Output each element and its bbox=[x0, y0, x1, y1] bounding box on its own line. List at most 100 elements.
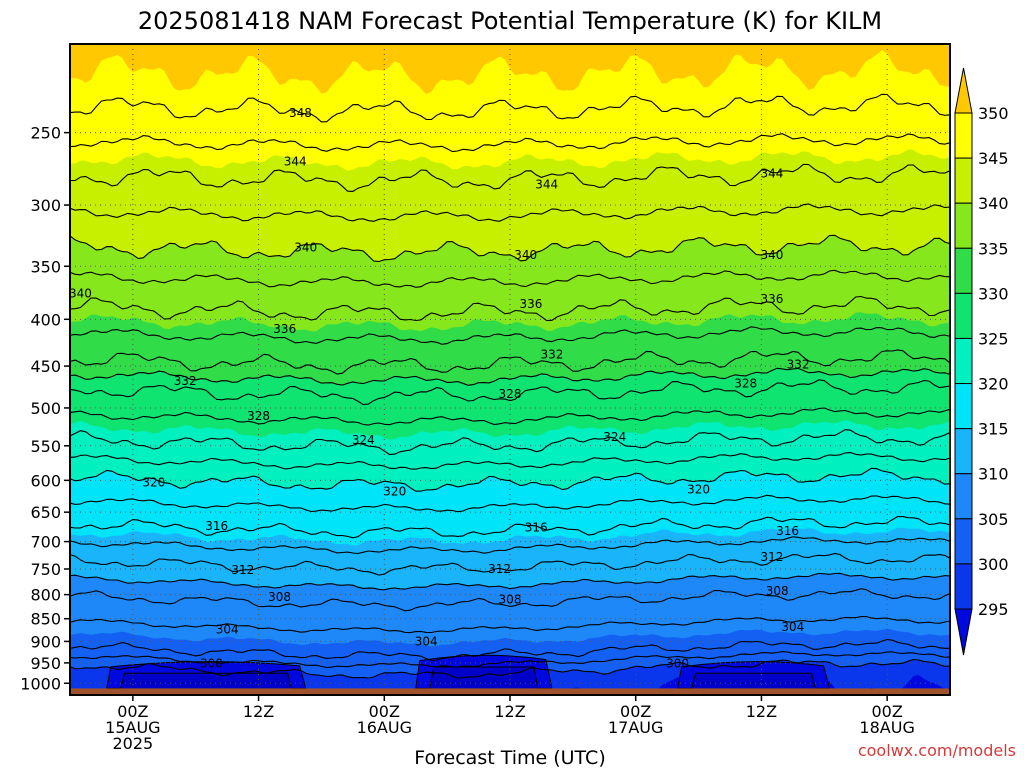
colorbar-label: 315 bbox=[978, 420, 1009, 439]
colorbar-segment bbox=[954, 157, 973, 204]
isentrope-314 bbox=[70, 536, 950, 555]
isentrope-328 bbox=[70, 379, 950, 406]
colorbar-segment bbox=[954, 383, 973, 430]
x-tick-label: 00Z bbox=[369, 702, 400, 721]
colorbar-segment bbox=[954, 563, 973, 610]
y-tick-label: 900 bbox=[30, 632, 61, 651]
contour-label: 308 bbox=[499, 593, 522, 607]
isentrope-324 bbox=[70, 429, 950, 456]
contour-label: 300 bbox=[200, 657, 223, 671]
isentrope-302 bbox=[70, 651, 950, 669]
contour-label: 316 bbox=[776, 524, 799, 538]
colorbar-label: 325 bbox=[978, 329, 1009, 348]
contour-label: 320 bbox=[142, 475, 165, 489]
contour-label: 328 bbox=[499, 387, 522, 401]
x-tick-label: 17AUG bbox=[608, 718, 663, 737]
isentrope-342 bbox=[70, 203, 950, 222]
isentrope-346 bbox=[70, 133, 950, 153]
colorbar-segment bbox=[954, 473, 973, 520]
y-tick-label: 250 bbox=[30, 124, 61, 143]
credit-text: coolwx.com/models bbox=[858, 741, 1016, 760]
contour-label: 344 bbox=[760, 166, 783, 180]
isentrope-306 bbox=[70, 615, 950, 634]
colorbar-under-triangle bbox=[954, 608, 973, 656]
isentrope-344 bbox=[70, 163, 950, 192]
contour-label: 328 bbox=[734, 376, 757, 390]
x-tick-label: 12Z bbox=[243, 702, 274, 721]
colorbar-segment bbox=[954, 337, 973, 385]
contour-label: 336 bbox=[760, 292, 783, 306]
plot-area: 348 344 344 344 340 340 340 340 336 336 336 332 332 3… bbox=[69, 44, 950, 695]
colorbar-segment bbox=[954, 518, 973, 565]
isentrope-322 bbox=[70, 452, 950, 470]
y-tick-label: 600 bbox=[30, 471, 61, 490]
contour-label: 340 bbox=[294, 241, 317, 255]
y-tick-label: 350 bbox=[30, 257, 61, 276]
contour-label: 348 bbox=[289, 106, 312, 120]
x-tick-label: 2025 bbox=[112, 734, 153, 753]
contour-label: 332 bbox=[174, 374, 197, 388]
isentrope-320 bbox=[70, 467, 950, 492]
isentrope-338 bbox=[70, 269, 950, 288]
isentrope-326 bbox=[70, 407, 950, 426]
y-tick-label: 300 bbox=[30, 196, 61, 215]
contour-label: 344 bbox=[284, 155, 307, 169]
colorbar-label: 330 bbox=[978, 284, 1009, 303]
colorbar-label: 335 bbox=[978, 239, 1009, 258]
x-tick-label: 00Z bbox=[117, 702, 148, 721]
isentrope-340 bbox=[70, 234, 950, 263]
contour-label: 340 bbox=[69, 287, 92, 301]
isentrope-332 bbox=[70, 349, 950, 375]
contour-label: 332 bbox=[787, 357, 810, 371]
contour-label: 304 bbox=[781, 620, 804, 634]
contour-label: 312 bbox=[760, 550, 783, 564]
y-tick-label: 950 bbox=[30, 654, 61, 673]
contour-label: 316 bbox=[525, 521, 548, 535]
contour-label: 308 bbox=[766, 584, 789, 598]
colorbar-segment bbox=[954, 202, 973, 249]
colorbar-segment bbox=[954, 428, 973, 475]
colorbar-label: 340 bbox=[978, 194, 1009, 213]
contour-label: 340 bbox=[514, 248, 537, 262]
y-tick-label: 850 bbox=[30, 610, 61, 629]
contour-label: 336 bbox=[519, 297, 542, 311]
y-tick-label: 450 bbox=[30, 357, 61, 376]
contour-label: 304 bbox=[415, 634, 438, 648]
isentrope-334 bbox=[70, 326, 950, 345]
contour-labels: 348 344 344 344 340 340 340 340 336 336 336 332 332 3… bbox=[69, 106, 810, 671]
y-tick-label: 750 bbox=[30, 560, 61, 579]
isentrope-312 bbox=[70, 552, 950, 576]
colorbar-label: 310 bbox=[978, 465, 1009, 484]
y-tick-label: 550 bbox=[30, 437, 61, 456]
contour-label: 344 bbox=[535, 178, 558, 192]
colorbar: 350 345 340 335 330 325 320 315 310 305 300 295 bbox=[954, 67, 1009, 656]
colorbar-label: 350 bbox=[978, 104, 1009, 123]
y-tick-label: 650 bbox=[30, 503, 61, 522]
contour-label: 320 bbox=[383, 484, 406, 498]
y-axis-ticks: 250 300 350 400 450 500 550 600 650 700 750 800 850 9… bbox=[20, 124, 70, 693]
cold-core-2 bbox=[429, 666, 539, 689]
isentrope-336 bbox=[70, 295, 950, 322]
x-tick-label: 12Z bbox=[494, 702, 525, 721]
colorbar-segment bbox=[954, 247, 973, 294]
y-tick-label: 1000 bbox=[20, 674, 61, 693]
colorbar-label: 305 bbox=[978, 510, 1009, 529]
cold-pools bbox=[106, 654, 831, 689]
contour-label: 340 bbox=[760, 248, 783, 262]
cold-core-3 bbox=[691, 672, 817, 689]
contour-label: 332 bbox=[540, 347, 563, 361]
colorbar-label: 345 bbox=[978, 149, 1009, 168]
isentrope-310 bbox=[70, 572, 950, 591]
isentrope-308 bbox=[70, 588, 950, 612]
colorbar-label: 300 bbox=[978, 555, 1009, 574]
isentrope-316 bbox=[70, 516, 950, 539]
x-tick-label: 12Z bbox=[746, 702, 777, 721]
colorbar-label: 320 bbox=[978, 375, 1009, 394]
chart-title: 2025081418 NAM Forecast Potential Temper… bbox=[138, 7, 882, 35]
colorbar-over-triangle bbox=[954, 67, 973, 114]
y-tick-label: 800 bbox=[30, 586, 61, 605]
x-tick-label: 00Z bbox=[871, 702, 902, 721]
contour-label: 300 bbox=[666, 657, 689, 671]
